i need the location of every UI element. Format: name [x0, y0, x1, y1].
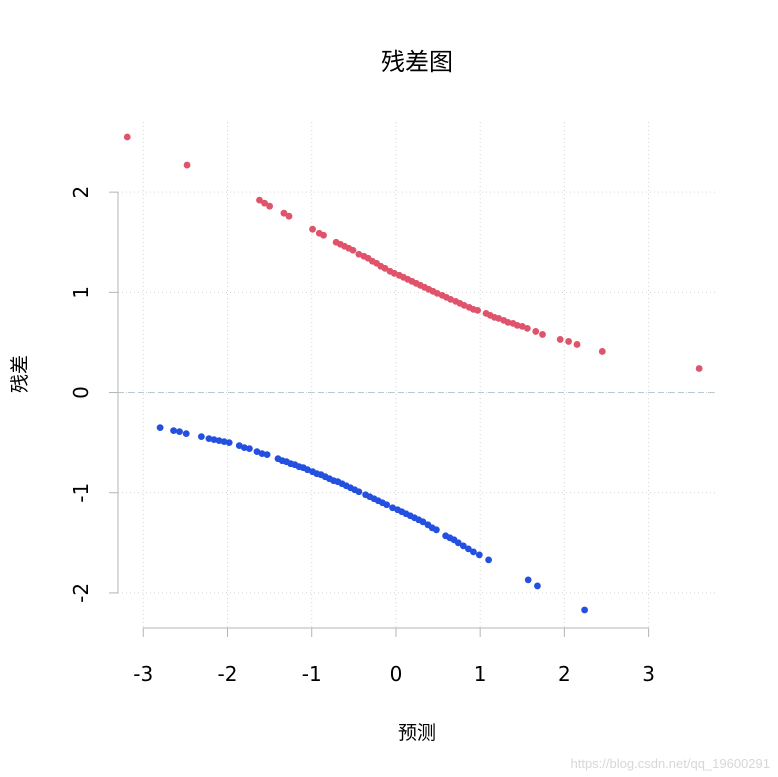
chart-title: 残差图: [381, 48, 453, 76]
point-negative-residual: [534, 582, 541, 590]
x-tick-label: -3: [133, 662, 153, 686]
point-negative-residual: [156, 424, 164, 432]
x-tick-label: 2: [558, 662, 571, 686]
point-positive-residual: [565, 338, 573, 345]
point-positive-residual: [532, 328, 540, 335]
point-positive-residual: [266, 202, 274, 210]
point-negative-residual: [263, 451, 271, 459]
point-negative-residual: [581, 606, 589, 614]
point-negative-residual: [245, 445, 253, 453]
point-negative-residual: [210, 436, 218, 444]
y-axis-label: 残差: [9, 355, 31, 393]
y-tick-label: -1: [69, 483, 93, 503]
point-negative-residual: [454, 539, 462, 547]
point-negative-residual: [220, 438, 228, 446]
point-positive-residual: [556, 336, 564, 343]
point-positive-residual: [539, 331, 546, 338]
point-negative-residual: [205, 435, 213, 443]
x-tick-label: 1: [474, 662, 487, 686]
axis-ticks: -3 -2 -1 0 1 2 3 -2 -1 0 1 2: [69, 186, 655, 686]
point-positive-residual: [309, 225, 316, 233]
point-positive-residual: [598, 348, 606, 355]
point-positive-residual: [261, 199, 268, 207]
point-positive-residual: [513, 322, 521, 329]
point-negative-residual: [215, 437, 223, 445]
y-tick-label: 0: [69, 386, 93, 399]
point-positive-residual: [474, 306, 482, 314]
point-negative-residual: [383, 501, 391, 509]
point-positive-residual: [573, 341, 581, 348]
point-negative-residual: [524, 576, 532, 584]
watermark: https://blog.csdn.net/qq_19600291: [570, 756, 771, 771]
point-positive-residual: [349, 246, 357, 254]
point-negative-residual: [485, 556, 492, 564]
x-tick-label: -1: [302, 662, 322, 686]
y-tick-label: -2: [69, 583, 93, 603]
point-positive-residual: [280, 209, 288, 217]
point-positive-residual: [523, 325, 531, 332]
point-positive-residual: [183, 161, 191, 169]
point-negative-residual: [355, 488, 363, 496]
point-positive-residual: [695, 365, 703, 372]
data-points: [123, 133, 703, 614]
x-axis-label: 预测: [398, 722, 436, 744]
point-negative-residual: [459, 542, 467, 550]
point-negative-residual: [475, 551, 483, 559]
x-tick-label: -2: [218, 662, 238, 686]
point-negative-residual: [170, 427, 177, 435]
point-positive-residual: [504, 318, 512, 326]
point-negative-residual: [240, 444, 248, 452]
point-positive-residual: [285, 212, 293, 220]
point-positive-residual: [381, 264, 389, 272]
point-positive-residual: [320, 231, 327, 239]
point-negative-residual: [432, 526, 440, 534]
point-negative-residual: [225, 439, 233, 447]
point-negative-residual: [470, 548, 477, 556]
point-positive-residual: [256, 196, 263, 204]
y-tick-label: 1: [69, 286, 93, 299]
grid-lines: [118, 122, 716, 628]
point-negative-residual: [176, 428, 183, 436]
point-negative-residual: [258, 450, 266, 458]
point-negative-residual: [464, 545, 472, 553]
point-negative-residual: [419, 518, 427, 526]
x-tick-label: 0: [390, 662, 403, 686]
x-tick-label: 3: [642, 662, 655, 686]
point-positive-residual: [123, 133, 131, 141]
y-tick-label: 2: [69, 186, 93, 199]
point-negative-residual: [197, 433, 205, 441]
point-negative-residual: [182, 430, 190, 438]
